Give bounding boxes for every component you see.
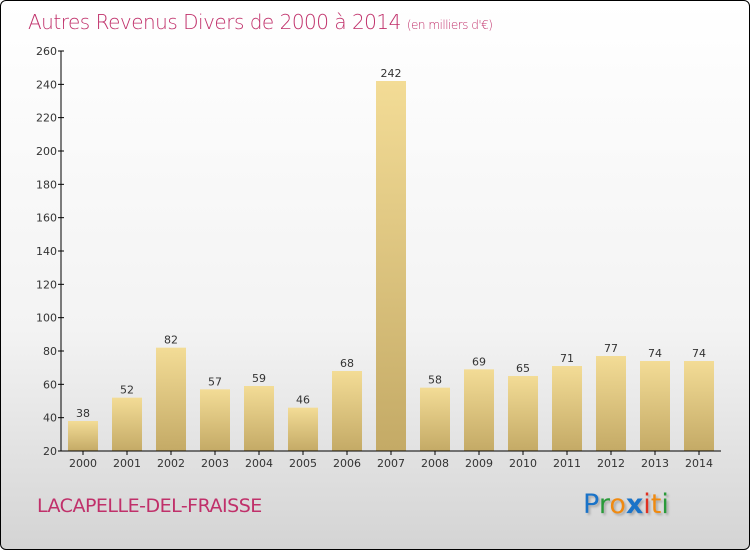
data-label: 242: [381, 67, 402, 80]
x-tick-label: 2003: [201, 457, 229, 470]
data-label: 74: [692, 347, 706, 360]
data-label: 52: [120, 384, 134, 397]
y-tick-label: 180: [36, 178, 57, 191]
data-label: 71: [560, 352, 574, 365]
data-label: 59: [252, 372, 266, 385]
y-tick-label: 40: [43, 412, 57, 425]
x-tick-label: 2005: [289, 457, 317, 470]
x-tick-label: 2008: [421, 457, 449, 470]
bar: [640, 361, 670, 451]
y-tick-label: 160: [36, 212, 57, 225]
data-label: 68: [340, 357, 354, 370]
bar: [200, 389, 230, 451]
data-label: 46: [296, 394, 310, 407]
x-tick-label: 2007: [377, 457, 405, 470]
y-tick-label: 100: [36, 312, 57, 325]
y-tick-label: 200: [36, 145, 57, 158]
bar: [596, 356, 626, 451]
y-tick-label: 120: [36, 278, 57, 291]
x-tick-label: 2013: [641, 457, 669, 470]
bar: [508, 376, 538, 451]
x-tick-label: 2014: [685, 457, 713, 470]
bar: [420, 387, 450, 451]
data-label: 69: [472, 355, 486, 368]
x-tick-label: 2001: [113, 457, 141, 470]
y-tick-label: 20: [43, 445, 57, 458]
bar: [112, 397, 142, 451]
bar: [288, 407, 318, 451]
bar: [68, 421, 98, 451]
unit-label: (en milliers d'€): [406, 18, 493, 32]
data-label: 58: [428, 374, 442, 387]
title-text: Autres Revenus Divers de 2000 à 2014: [28, 10, 401, 34]
y-tick-label: 220: [36, 112, 57, 125]
x-tick-label: 2004: [245, 457, 273, 470]
data-label: 65: [516, 362, 530, 375]
data-label: 82: [164, 334, 178, 347]
chart-title: Autres Revenus Divers de 2000 à 2014 (en …: [28, 10, 493, 34]
x-tick-label: 2006: [333, 457, 361, 470]
y-tick-label: 140: [36, 245, 57, 258]
y-tick-label: 240: [36, 78, 57, 91]
bar: [376, 81, 406, 451]
x-tick-label: 2011: [553, 457, 581, 470]
bar: [684, 361, 714, 451]
x-tick-label: 2002: [157, 457, 185, 470]
bar: [332, 371, 362, 451]
data-label: 74: [648, 347, 662, 360]
bar: [244, 386, 274, 451]
data-label: 38: [76, 407, 90, 420]
bar: [552, 366, 582, 451]
data-label: 77: [604, 342, 618, 355]
x-tick-label: 2012: [597, 457, 625, 470]
x-tick-label: 2010: [509, 457, 537, 470]
bar: [156, 347, 186, 451]
x-tick-label: 2009: [465, 457, 493, 470]
x-tick-label: 2000: [69, 457, 97, 470]
place-name: LACAPELLE-DEL-FRAISSE: [37, 495, 262, 517]
y-tick-label: 60: [43, 378, 57, 391]
bar: [464, 369, 494, 451]
y-tick-label: 80: [43, 345, 57, 358]
proxiti-logo[interactable]: Proxiti: [583, 489, 669, 520]
y-tick-label: 260: [36, 45, 57, 58]
data-label: 57: [208, 375, 222, 388]
